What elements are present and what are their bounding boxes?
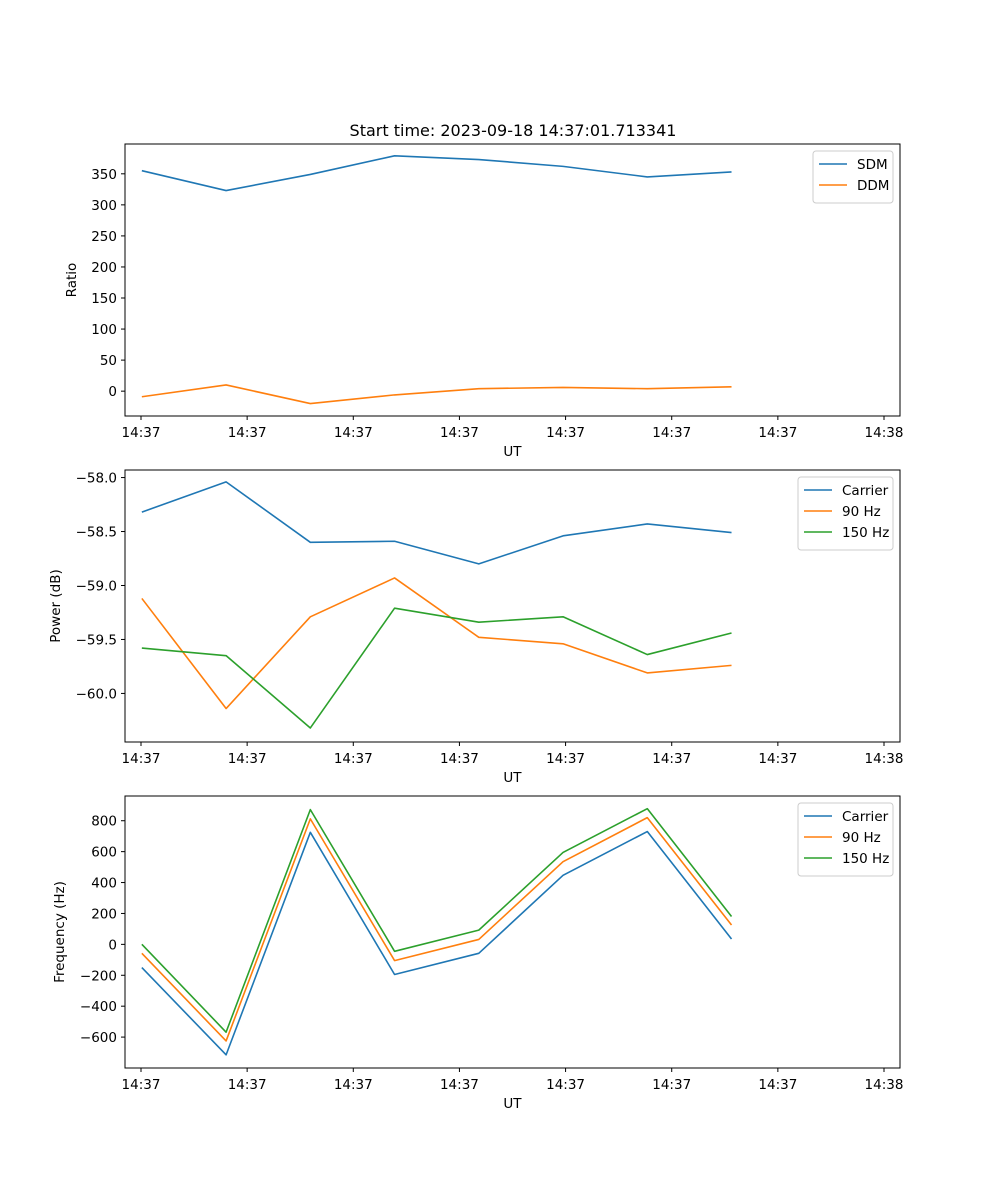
y-tick-label: −400 xyxy=(80,999,117,1015)
legend-entry: SDM xyxy=(857,157,888,173)
legend-entry: 150 Hz xyxy=(842,851,889,867)
x-tick-label: 14:37 xyxy=(122,751,161,767)
x-tick-label: 14:37 xyxy=(546,1077,585,1093)
series-line-carrier xyxy=(141,830,733,1056)
legend-entry: 150 Hz xyxy=(842,525,889,541)
y-tick-label: 200 xyxy=(91,906,117,922)
series-line-90-hz xyxy=(141,816,733,1042)
x-axis-label: UT xyxy=(503,770,522,786)
x-tick-label: 14:37 xyxy=(440,751,479,767)
x-tick-label: 14:37 xyxy=(758,425,797,441)
y-tick-label: −60.0 xyxy=(76,686,117,702)
x-tick-label: 14:37 xyxy=(440,1077,479,1093)
legend-entry: Carrier xyxy=(842,483,889,499)
series-line-150-hz xyxy=(141,607,732,729)
y-tick-label: −59.5 xyxy=(76,632,117,648)
y-tick-label: 100 xyxy=(91,322,117,338)
y-tick-label: 150 xyxy=(91,291,117,307)
legend-entry: Carrier xyxy=(842,809,889,825)
series-line-90-hz xyxy=(141,577,732,710)
series-line-ddm xyxy=(141,384,732,405)
x-tick-label: 14:37 xyxy=(122,425,161,441)
y-tick-label: −200 xyxy=(80,968,117,984)
x-tick-label: 14:38 xyxy=(865,751,904,767)
x-axis-label: UT xyxy=(503,1096,522,1112)
x-tick-label: 14:37 xyxy=(758,1077,797,1093)
x-tick-label: 14:38 xyxy=(865,1077,904,1093)
y-axis-label: Frequency (Hz) xyxy=(52,881,68,983)
legend-entry: 90 Hz xyxy=(842,504,881,520)
x-tick-label: 14:37 xyxy=(122,1077,161,1093)
x-tick-label: 14:37 xyxy=(652,1077,691,1093)
ratio-panel: 14:37 14:37 14:37 14:37 14:37 14:37 14:37 14:38… xyxy=(64,143,904,460)
y-tick-label: 250 xyxy=(91,229,117,245)
y-tick-label: 50 xyxy=(100,353,117,369)
y-tick-label: 800 xyxy=(91,814,117,830)
axes-frame xyxy=(124,143,901,417)
y-tick-label: −58.5 xyxy=(76,525,117,541)
x-tick-label: 14:37 xyxy=(228,1077,267,1093)
axes-frame xyxy=(124,469,901,743)
x-tick-label: 14:37 xyxy=(546,751,585,767)
figure-title: Start time: 2023-09-18 14:37:01.713341 xyxy=(350,121,677,140)
y-tick-label: 0 xyxy=(108,937,117,953)
axes-frame xyxy=(124,795,901,1069)
y-axis-label: Ratio xyxy=(64,263,80,298)
x-tick-label: 14:38 xyxy=(865,425,904,441)
y-tick-label: −59.0 xyxy=(76,578,117,594)
y-tick-label: 200 xyxy=(91,260,117,276)
y-tick-label: 0 xyxy=(108,384,117,400)
y-tick-label: 350 xyxy=(91,167,117,183)
x-tick-label: 14:37 xyxy=(228,751,267,767)
x-tick-label: 14:37 xyxy=(652,425,691,441)
x-axis-label: UT xyxy=(503,444,522,460)
x-tick-label: 14:37 xyxy=(652,751,691,767)
x-tick-label: 14:37 xyxy=(228,425,267,441)
y-tick-label: −600 xyxy=(80,1030,117,1046)
power-panel: 14:37 14:37 14:37 14:37 14:37 14:37 14:37 14:38… xyxy=(48,469,904,786)
series-line-carrier xyxy=(141,481,732,565)
y-tick-label: 400 xyxy=(91,876,117,892)
x-tick-label: 14:37 xyxy=(334,751,373,767)
series-line-sdm xyxy=(141,155,732,192)
y-tick-label: −58.0 xyxy=(76,471,117,487)
frequency-panel: 14:37 14:37 14:37 14:37 14:37 14:37 14:37 14:38… xyxy=(52,795,904,1112)
x-tick-label: 14:37 xyxy=(440,425,479,441)
y-tick-label: 300 xyxy=(91,198,117,214)
series-line-150-hz xyxy=(141,807,733,1033)
y-tick-label: 600 xyxy=(91,845,117,861)
x-tick-label: 14:37 xyxy=(546,425,585,441)
x-tick-label: 14:37 xyxy=(334,1077,373,1093)
legend-entry: 90 Hz xyxy=(842,830,881,846)
x-tick-label: 14:37 xyxy=(334,425,373,441)
legend-entry: DDM xyxy=(857,178,889,194)
y-axis-label: Power (dB) xyxy=(48,569,64,642)
x-tick-label: 14:37 xyxy=(758,751,797,767)
